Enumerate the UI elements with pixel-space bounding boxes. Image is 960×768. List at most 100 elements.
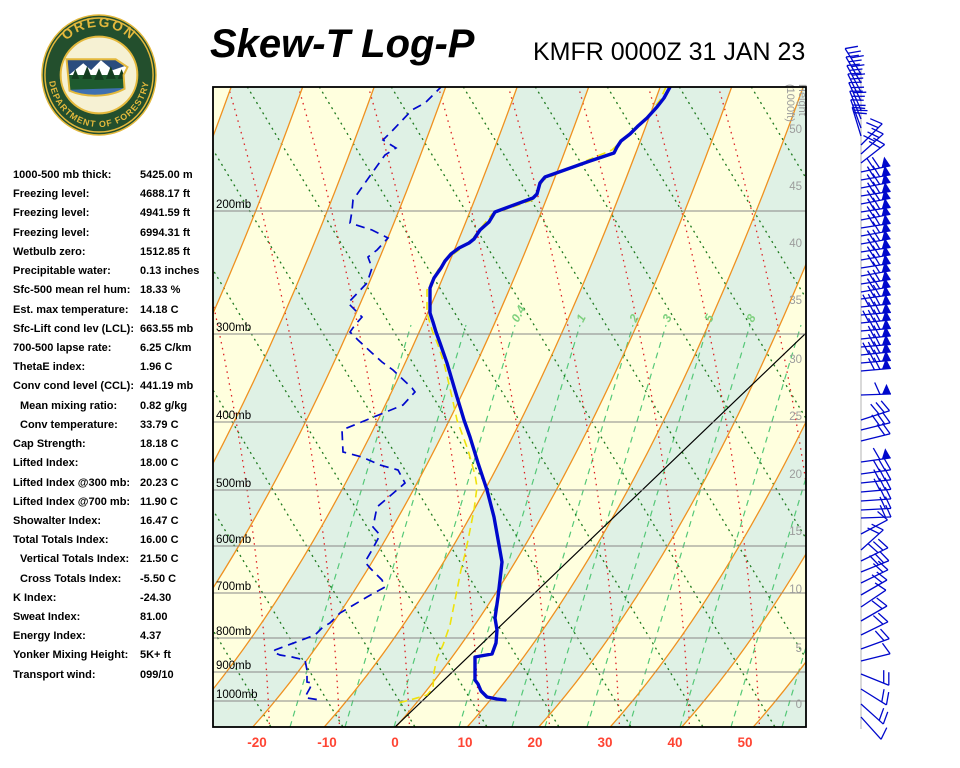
index-row: Freezing level: 4941.59 ft (13, 204, 213, 223)
station-id: KMFR 0000Z 31 JAN 23 (533, 38, 806, 66)
index-value: 663.55 mb (140, 322, 194, 335)
index-label: Freezing level: (13, 207, 90, 220)
index-label: K Index: (13, 591, 57, 604)
index-label: Lifted Index @700 mb: (13, 495, 131, 508)
index-value: 20.23 C (140, 476, 179, 489)
wind-barb (860, 716, 888, 740)
index-row: 1000-500 mb thick: 5425.00 m (13, 166, 213, 185)
wind-barb (860, 496, 892, 511)
index-label: Cap Strength: (13, 438, 86, 451)
index-label: Sweat Index: (13, 611, 81, 624)
index-row: Wetbulb zero: 1512.85 ft (13, 243, 213, 262)
isotherm-lines (213, 87, 806, 727)
index-value: 441.19 mb (140, 380, 194, 393)
svg-text:30: 30 (597, 735, 612, 750)
odf-logo-icon: OREGON DEPARTMENT OF FORESTRY (41, 14, 157, 136)
index-value: 6.25 C/km (140, 341, 192, 354)
index-row: Cap Strength: 18.18 C (13, 435, 213, 454)
svg-text:600mb: 600mb (216, 534, 251, 546)
page-title: Skew-T Log-P (210, 22, 475, 66)
wind-barb (860, 597, 888, 622)
index-label: Freezing level: (13, 188, 90, 201)
wind-barb (860, 400, 891, 421)
svg-text:40: 40 (667, 735, 682, 750)
wind-barb (860, 357, 891, 372)
index-row: Conv temperature: 33.79 C (13, 416, 213, 435)
temperature-trace (428, 87, 672, 702)
wind-barb (860, 560, 889, 584)
index-label: Freezing level: (13, 226, 90, 239)
svg-text:10: 10 (457, 735, 472, 750)
svg-text:0: 0 (391, 735, 399, 750)
wind-barb (860, 670, 890, 686)
wind-barb (860, 538, 889, 562)
indices-panel: 1000-500 mb thick: 5425.00 m Freezing leve… (13, 166, 213, 685)
index-label: Yonker Mixing Height: (13, 649, 129, 662)
logo-gold-ring (44, 17, 154, 133)
pressure-labels: 200mb 300mb 400mb 500mb 600mb 700mb 800mb 900mb… (216, 199, 258, 701)
index-label: 700-500 lapse rate: (13, 341, 112, 354)
index-row: Cross Totals Index: -5.50 C (13, 570, 213, 589)
index-label: Conv temperature: (20, 418, 118, 431)
wind-barb (860, 504, 892, 519)
index-row: Sfc-500 mean rel hum: 18.33 % (13, 281, 213, 300)
index-value: 16.47 C (140, 514, 179, 527)
index-value: 099/10 (140, 668, 174, 681)
dewpoint-trace (271, 87, 443, 701)
wind-barb (860, 628, 890, 650)
wind-barb (850, 99, 868, 129)
svg-text:500mb: 500mb (216, 478, 251, 490)
index-value: 4688.17 ft (140, 188, 191, 201)
index-value: 1512.85 ft (140, 245, 191, 258)
index-row: K Index: -24.30 (13, 589, 213, 608)
index-label: Total Totals Index: (13, 534, 109, 547)
index-label: Sfc-500 mean rel hum: (13, 284, 131, 297)
svg-text:25: 25 (789, 411, 802, 423)
chart-plot-area (213, 87, 806, 727)
wind-barb (860, 382, 892, 396)
wind-barb (860, 447, 891, 463)
index-value: 21.50 C (140, 553, 179, 566)
index-label: Precipitable water: (13, 265, 111, 278)
svg-text:15: 15 (789, 526, 802, 538)
height-axis-title: Height(1000ft) (784, 84, 808, 122)
wind-barbs (844, 45, 892, 740)
wind-barb (860, 213, 891, 229)
index-label: Sfc-Lift cond lev (LCL): (13, 322, 134, 335)
svg-text:300mb: 300mb (216, 322, 251, 334)
index-row: Est. max temperature: 14.18 C (13, 301, 213, 320)
wind-barb (860, 523, 884, 551)
index-value: 6994.31 ft (140, 226, 191, 239)
band-fills (213, 87, 806, 727)
index-label: Vertical Totals Index: (20, 553, 130, 566)
svg-text:40: 40 (789, 238, 802, 250)
index-value: 11.90 C (140, 495, 178, 508)
wind-barb (860, 411, 891, 431)
index-label: Energy Index: (13, 630, 86, 643)
index-row: Sfc-Lift cond lev (LCL): 663.55 mb (13, 320, 213, 339)
index-row: Mean mixing ratio: 0.82 g/kg (13, 397, 213, 416)
svg-text:900mb: 900mb (216, 660, 251, 672)
svg-text:200mb: 200mb (216, 199, 251, 211)
index-row: Vertical Totals Index: 21.50 C (13, 550, 213, 569)
index-label: Showalter Index: (13, 514, 102, 527)
index-label: Lifted Index: (13, 457, 79, 470)
index-value: 14.18 C (140, 303, 179, 316)
index-value: 4941.59 ft (140, 207, 191, 220)
wind-barb (860, 550, 890, 573)
index-row: Lifted Index: 18.00 C (13, 454, 213, 473)
index-row: Freezing level: 6994.31 ft (13, 224, 213, 243)
wind-barb (860, 571, 888, 596)
index-value: 4.37 (140, 630, 162, 643)
svg-text:0: 0 (796, 699, 802, 711)
svg-text:30: 30 (789, 354, 802, 366)
svg-text:50: 50 (737, 735, 752, 750)
index-row: Energy Index: 4.37 (13, 627, 213, 646)
wind-barb (851, 106, 867, 137)
svg-text:35: 35 (789, 295, 802, 307)
index-row: Showalter Index: 16.47 C (13, 512, 213, 531)
index-label: Wetbulb zero: (13, 245, 86, 258)
